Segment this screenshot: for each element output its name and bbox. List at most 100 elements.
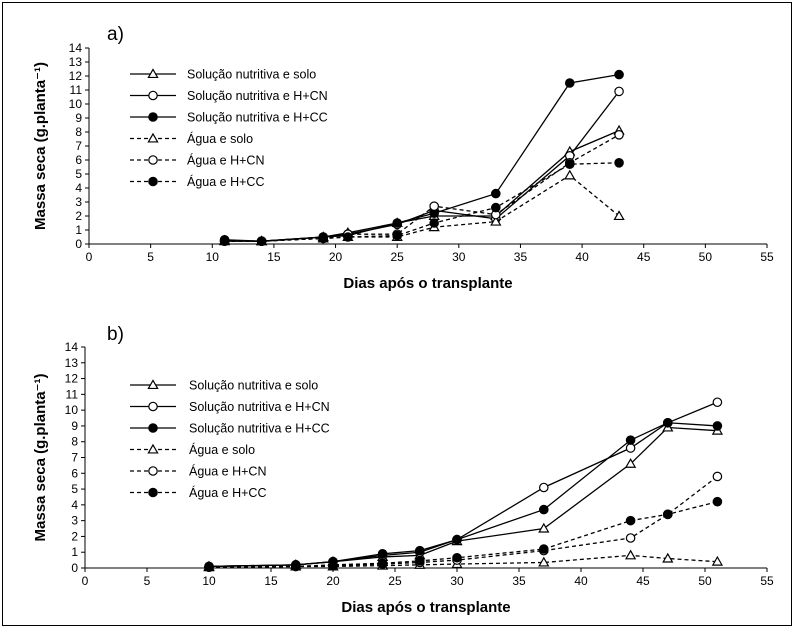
panel-b-y-tick-label: 6 (71, 466, 78, 480)
panel-b-x-tick-label: 35 (512, 574, 526, 588)
panel-b-x-tick-label: 25 (388, 574, 402, 588)
panel-b-y-tick-label: 3 (71, 514, 78, 528)
panel-a-chart: 0 5 10 15 20 25 30 35 40 45 50 55012345678910111213… (32, 24, 774, 292)
panel-b-x-tick-label: 10 (202, 574, 216, 588)
panel-a-x-tick-label: 15 (267, 250, 281, 264)
panel-a-legend-marker (148, 112, 158, 122)
panel-b-y-tick-label: 0 (71, 561, 78, 575)
panel-a-data-point (614, 158, 624, 168)
panel-a-data-point (613, 210, 625, 221)
panel-a-legend-label: Água e solo (187, 131, 253, 146)
panel-b-x-axis-label: Dias após o transplante (341, 599, 510, 616)
panel-a-x-tick-label: 5 (147, 250, 154, 264)
panel-b-data-point (538, 522, 550, 533)
panel-b-legend-marker (148, 487, 158, 498)
panel-b-data-point (711, 555, 724, 566)
panel-a-data-point (564, 159, 575, 169)
panel-b-x-tick-label: 30 (450, 574, 464, 588)
panel-a-data-point (392, 218, 402, 228)
panel-a-x-tick-label: 45 (637, 250, 651, 264)
panel-b-data-point (624, 549, 637, 560)
panel-b-label: b) (107, 324, 124, 345)
panel-b-data-point (712, 421, 723, 431)
panel-a-x-tick-label: 0 (86, 250, 93, 264)
panel-a-data-point (564, 78, 575, 88)
panel-b-data-point (662, 417, 673, 428)
panel-b-y-tick-label: 14 (65, 340, 79, 354)
panel-b-data-point (414, 556, 425, 566)
panel-b-x-tick-label: 40 (574, 574, 588, 588)
panel-b-data-point (625, 515, 636, 526)
panel-b-series-6 (204, 496, 723, 573)
panel-b-series-line (208, 475, 718, 568)
panel-b-series-line (208, 422, 718, 568)
panel-b-data-point (538, 556, 550, 567)
panel-a-series-5 (219, 130, 624, 246)
panel-b-data-point (625, 435, 636, 445)
panel-a-y-tick-label: 8 (75, 125, 82, 139)
panel-b-data-point (538, 544, 549, 554)
panel-a-y-tick-label: 4 (75, 181, 82, 195)
panel-a-series-line (224, 134, 620, 242)
panel-b-series-line (208, 501, 718, 568)
panel-a-data-point (614, 130, 624, 140)
panel-b-x-tick-label: 0 (82, 574, 89, 588)
panel-a-data-point (614, 86, 624, 97)
panel-a-legend: Solução nutritiva e solo Solução nutritiv… (130, 68, 328, 189)
panel-a-y-tick-label: 6 (75, 153, 82, 167)
panel-a-legend-label: Água e H+CN (187, 153, 264, 168)
panel-a-legend-marker (148, 155, 158, 165)
panel-a-legend-label: Solução nutritiva e H+CC (187, 111, 328, 125)
panel-b-data-point (452, 534, 462, 545)
panel-a-y-tick-label: 9 (75, 111, 82, 125)
panel-a-series-line (224, 130, 620, 242)
panel-a-label: a) (107, 24, 124, 45)
panel-b-data-point (712, 397, 723, 408)
panel-a-data-point (429, 218, 439, 228)
panel-b-y-tick-label: 12 (65, 372, 79, 386)
panel-b-data-point (712, 471, 723, 482)
panel-a-data-point (219, 236, 230, 246)
panel-b-y-tick-label: 2 (71, 529, 78, 543)
panel-a-y-tick-label: 5 (75, 167, 82, 181)
panel-a-data-point (318, 233, 329, 244)
panel-a-legend-marker (148, 176, 158, 187)
panel-b-x-tick-label: 50 (698, 574, 712, 588)
panel-a-data-point (490, 188, 501, 199)
panel-b-data-point (662, 552, 674, 563)
panel-b-y-tick-label: 1 (71, 545, 78, 559)
panel-b-data-point (377, 548, 388, 559)
panel-b-y-axis-label: Massa seca (g.planta⁻¹) (32, 374, 49, 542)
panel-b-legend-marker (148, 466, 158, 476)
panel-a-x-tick-label: 10 (206, 250, 220, 264)
panel-b-data-point (290, 561, 301, 572)
panel-b-x-tick-label: 20 (326, 574, 340, 588)
panel-b-y-tick-label: 10 (65, 403, 79, 417)
panel-a-x-tick-label: 20 (329, 250, 343, 264)
panel-a-y-tick-label: 12 (69, 69, 83, 83)
panel-a-legend-marker (147, 132, 159, 143)
panel-b-y-tick-label: 8 (71, 435, 78, 449)
panel-b-legend-marker (147, 443, 159, 454)
panel-a-y-axis-label: Massa seca (g.planta⁻¹) (32, 62, 49, 230)
panel-b-legend-label: Solução nutritiva e H+CC (189, 422, 330, 436)
panel-a-series-6 (219, 158, 624, 246)
panel-b-series-1 (203, 421, 724, 571)
panel-b-legend-label: Água e H+CC (189, 485, 266, 500)
panel-b-data-point (625, 443, 636, 453)
panel-a-x-tick-label: 40 (575, 250, 589, 264)
panel-a-legend-marker (147, 68, 159, 79)
panel-b-data-point (538, 504, 549, 515)
panel-a-series-4 (218, 169, 625, 246)
panel-a-series-line (224, 174, 620, 242)
panel-a-y-tick-label: 10 (69, 97, 83, 111)
panel-a-data-point (564, 169, 576, 180)
panel-b-y-tick-label: 13 (65, 356, 79, 370)
panel-b-legend-label: Água e solo (189, 442, 255, 457)
panel-b-data-point (625, 533, 636, 543)
panel-b-data-point (538, 482, 549, 493)
panel-b-legend-label: Água e H+CN (189, 464, 266, 479)
panel-a-y-tick-label: 2 (75, 209, 82, 223)
panel-a-x-tick-label: 25 (391, 250, 405, 264)
